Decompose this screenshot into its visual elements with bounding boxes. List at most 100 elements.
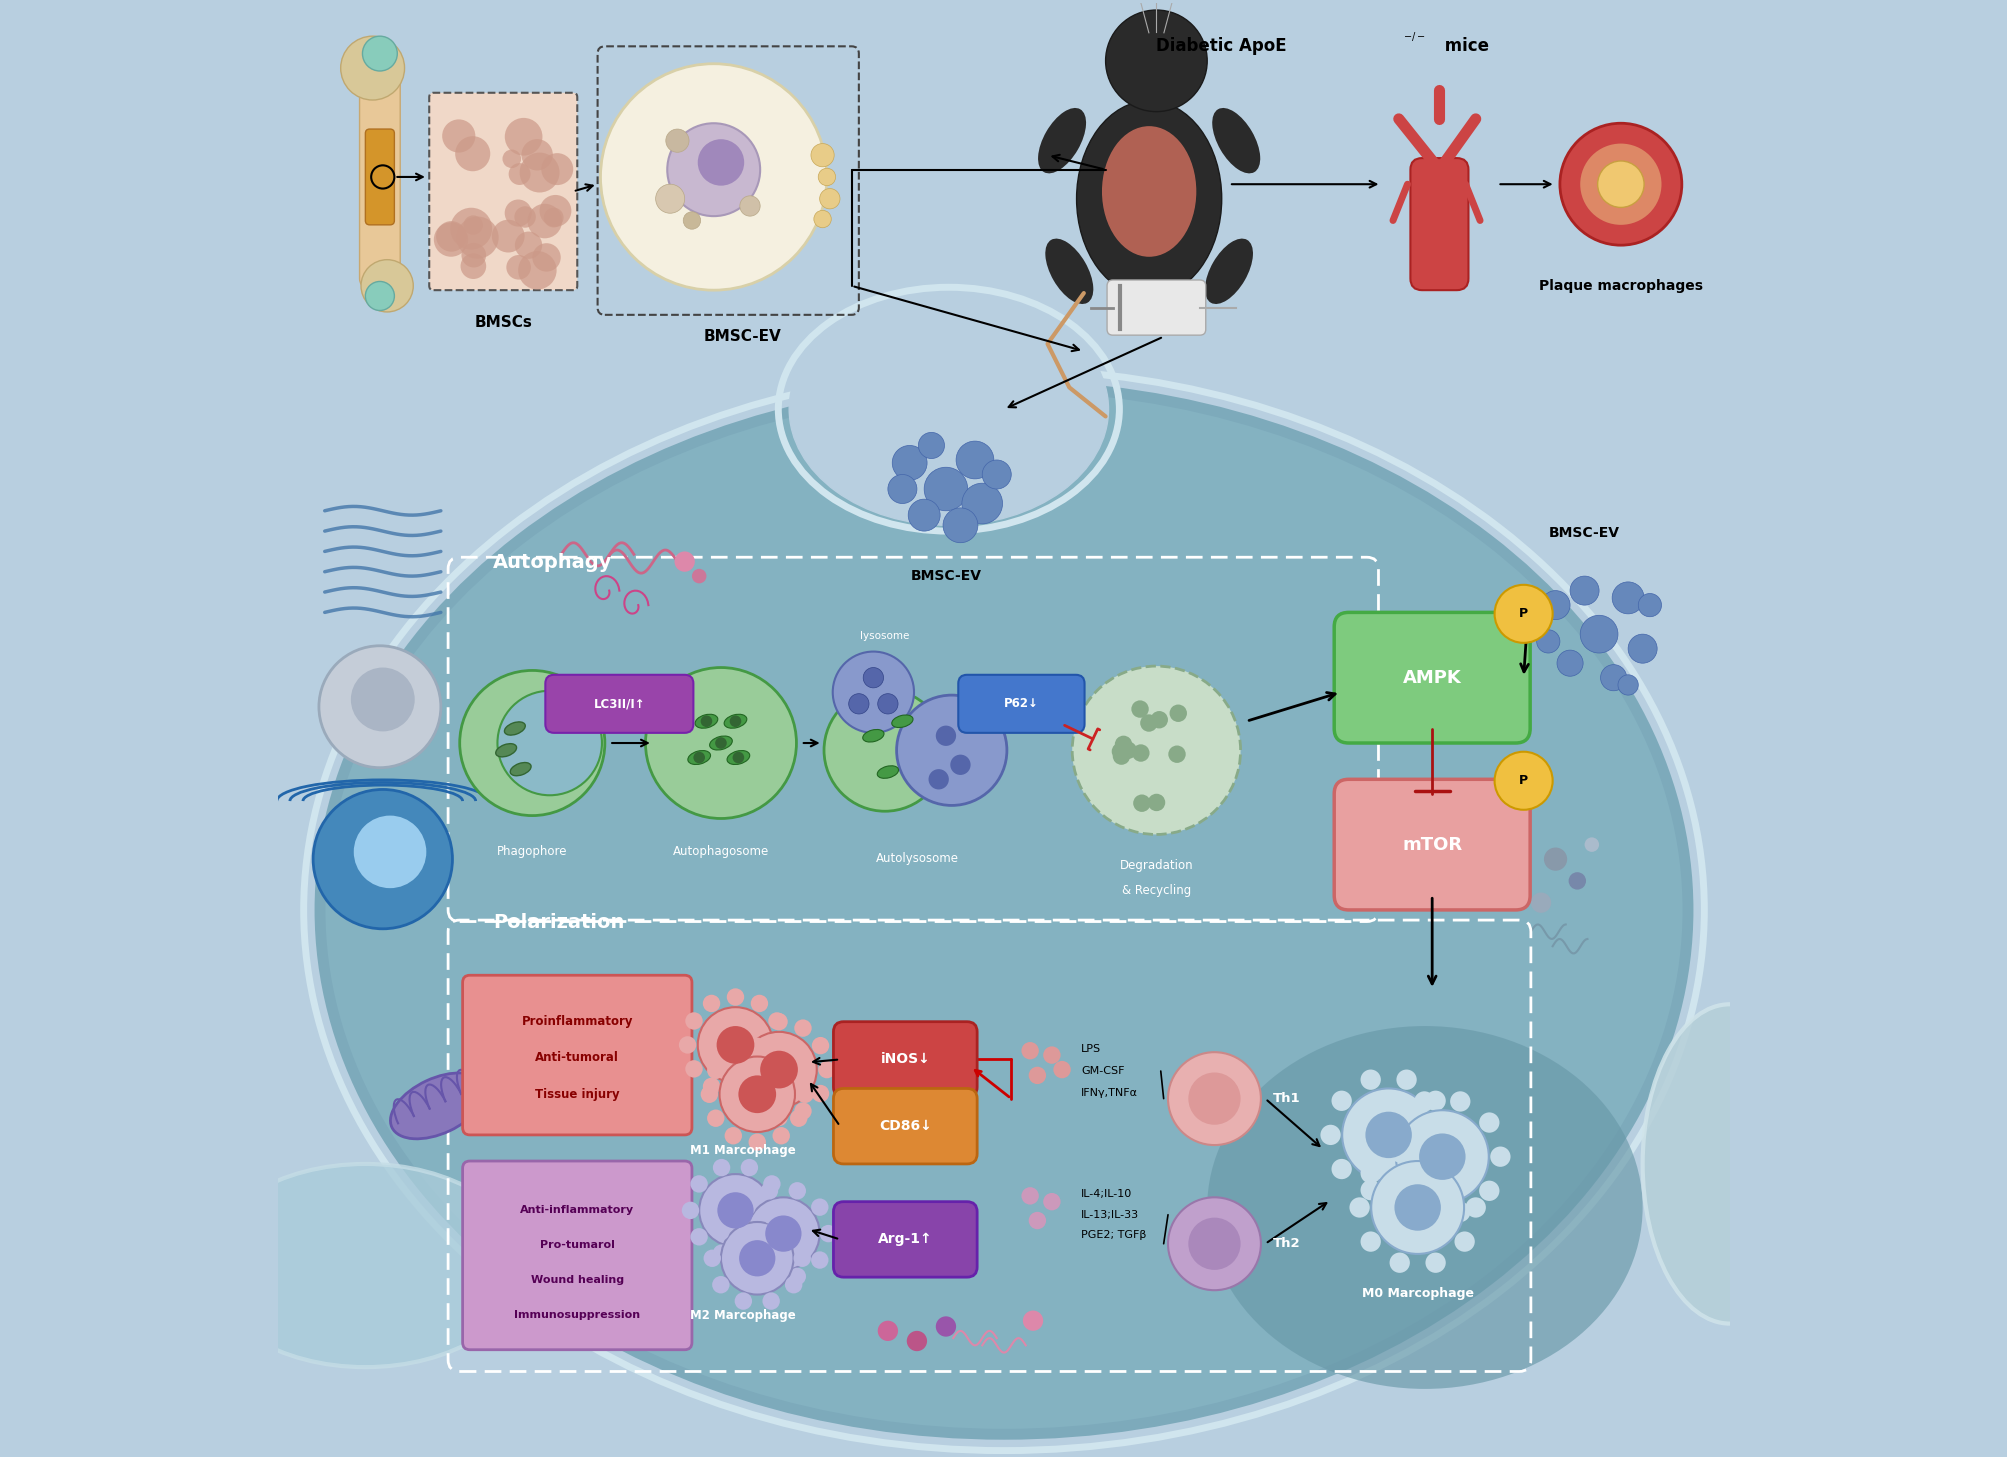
FancyBboxPatch shape	[957, 675, 1084, 733]
Circle shape	[492, 220, 524, 252]
Circle shape	[1331, 1091, 1351, 1110]
Circle shape	[789, 1268, 805, 1285]
Circle shape	[353, 816, 425, 889]
Ellipse shape	[1038, 108, 1086, 173]
Text: Phagophore: Phagophore	[498, 845, 568, 858]
Circle shape	[542, 153, 572, 185]
Circle shape	[682, 211, 700, 229]
Circle shape	[789, 1182, 805, 1199]
Circle shape	[811, 1085, 829, 1103]
Circle shape	[981, 460, 1012, 490]
Ellipse shape	[863, 730, 883, 742]
Circle shape	[739, 195, 761, 216]
Circle shape	[751, 1078, 769, 1096]
Circle shape	[706, 1109, 725, 1126]
Circle shape	[460, 670, 604, 816]
Circle shape	[1393, 1185, 1441, 1231]
Circle shape	[450, 208, 492, 249]
Circle shape	[817, 168, 835, 185]
Circle shape	[365, 281, 393, 310]
Circle shape	[1054, 1061, 1070, 1078]
Circle shape	[1465, 1198, 1485, 1218]
Circle shape	[456, 217, 498, 259]
Circle shape	[544, 208, 564, 227]
Circle shape	[833, 651, 913, 733]
Circle shape	[682, 1202, 698, 1220]
Circle shape	[1140, 714, 1156, 731]
Circle shape	[943, 508, 977, 542]
Circle shape	[751, 995, 769, 1013]
Circle shape	[817, 1061, 835, 1078]
Circle shape	[690, 1228, 706, 1246]
Circle shape	[1361, 1180, 1381, 1201]
Circle shape	[1535, 629, 1559, 653]
Circle shape	[532, 243, 560, 271]
Circle shape	[935, 726, 955, 746]
Circle shape	[1539, 590, 1569, 619]
Circle shape	[811, 1199, 829, 1215]
Circle shape	[727, 1084, 745, 1101]
Circle shape	[1529, 893, 1551, 914]
Circle shape	[761, 1182, 779, 1199]
Circle shape	[887, 475, 917, 504]
Circle shape	[1361, 1069, 1381, 1090]
Ellipse shape	[708, 736, 733, 750]
Circle shape	[1598, 160, 1644, 207]
Circle shape	[763, 1176, 781, 1193]
Circle shape	[1529, 602, 1551, 622]
FancyBboxPatch shape	[833, 1202, 977, 1278]
Text: M2 Marcophage: M2 Marcophage	[690, 1308, 795, 1321]
Circle shape	[1395, 1069, 1417, 1090]
Circle shape	[923, 468, 967, 511]
Text: Wound healing: Wound healing	[530, 1275, 624, 1285]
Circle shape	[436, 221, 466, 252]
Circle shape	[719, 1056, 795, 1132]
Circle shape	[514, 207, 536, 227]
Ellipse shape	[510, 762, 530, 775]
FancyBboxPatch shape	[1333, 779, 1529, 911]
Circle shape	[1569, 576, 1598, 605]
Ellipse shape	[1204, 239, 1252, 305]
Circle shape	[877, 1320, 897, 1340]
Text: P: P	[1519, 774, 1527, 787]
Circle shape	[1453, 1231, 1473, 1252]
Circle shape	[502, 150, 522, 168]
Text: mTOR: mTOR	[1401, 836, 1461, 854]
Circle shape	[1112, 743, 1128, 761]
Circle shape	[696, 140, 745, 185]
Circle shape	[1489, 1147, 1509, 1167]
Circle shape	[739, 1075, 777, 1113]
Circle shape	[684, 1061, 702, 1078]
Circle shape	[1580, 615, 1618, 653]
Circle shape	[747, 1103, 763, 1120]
Circle shape	[727, 988, 745, 1005]
Circle shape	[700, 1085, 719, 1103]
Circle shape	[514, 232, 542, 259]
Circle shape	[1028, 1067, 1046, 1084]
FancyBboxPatch shape	[833, 1088, 977, 1164]
Circle shape	[1543, 848, 1565, 871]
Circle shape	[813, 210, 831, 227]
Circle shape	[706, 1062, 725, 1080]
Circle shape	[739, 1240, 775, 1276]
Circle shape	[1349, 1198, 1369, 1218]
Circle shape	[1638, 593, 1660, 616]
Circle shape	[1618, 675, 1638, 695]
Circle shape	[1044, 1046, 1060, 1064]
Circle shape	[1132, 745, 1148, 762]
Circle shape	[540, 195, 572, 227]
Circle shape	[702, 1078, 721, 1096]
Circle shape	[656, 184, 684, 213]
Circle shape	[891, 446, 927, 481]
Circle shape	[1168, 746, 1184, 763]
Text: IL-4;IL-10: IL-4;IL-10	[1080, 1189, 1132, 1199]
Circle shape	[714, 737, 727, 749]
Ellipse shape	[1076, 101, 1220, 297]
Ellipse shape	[694, 714, 716, 728]
Circle shape	[1341, 1088, 1435, 1182]
Text: Pro-tumarol: Pro-tumarol	[540, 1240, 614, 1250]
Text: lysosome: lysosome	[859, 631, 909, 641]
Ellipse shape	[1642, 1004, 1816, 1323]
Text: LC3II/I↑: LC3II/I↑	[594, 698, 644, 711]
Circle shape	[1168, 705, 1186, 723]
